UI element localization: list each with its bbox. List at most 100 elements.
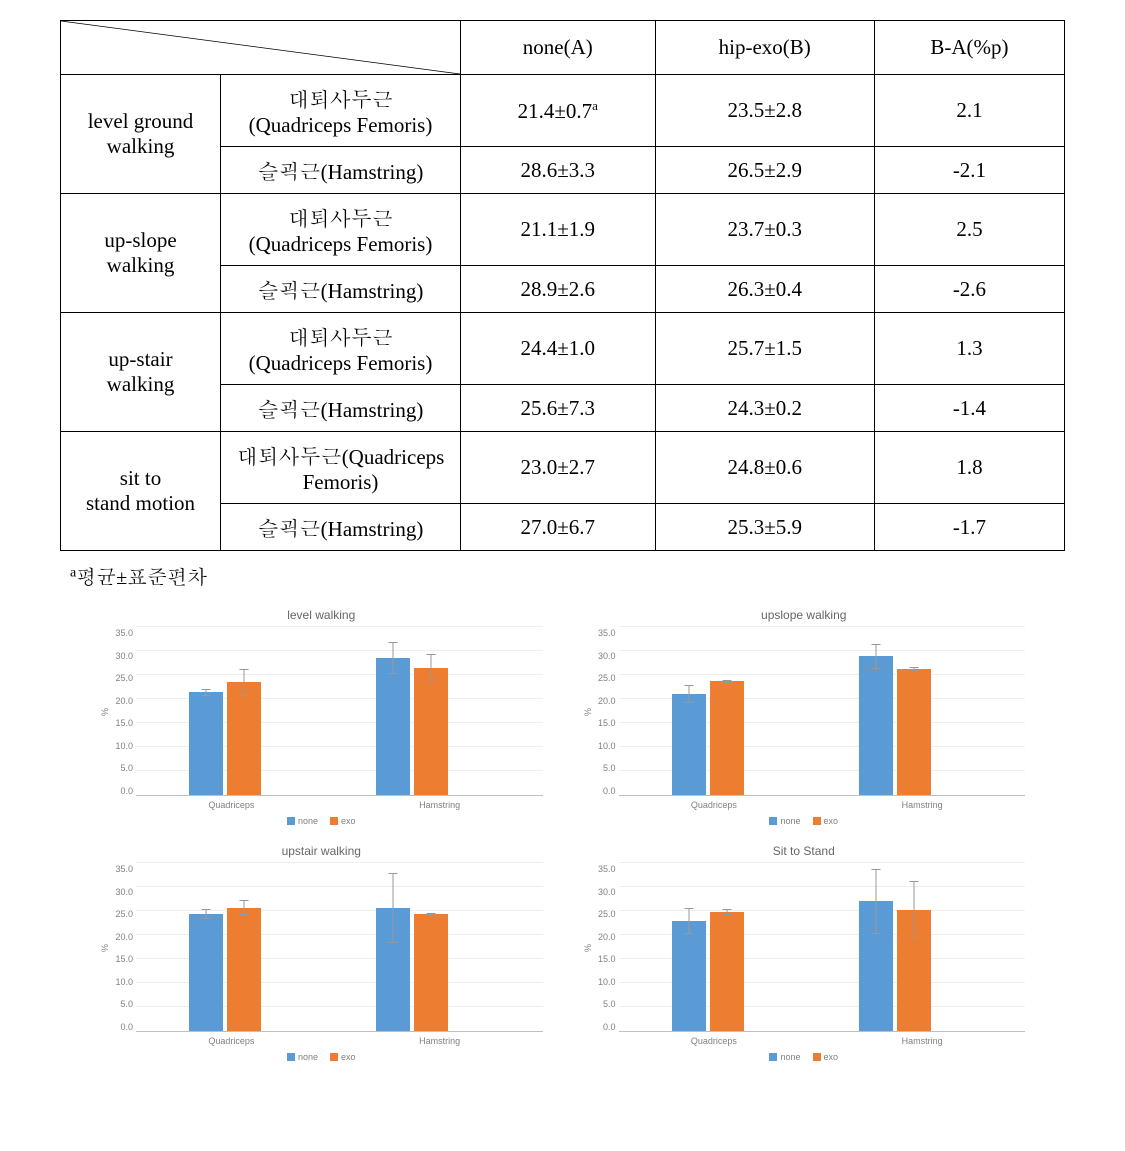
chart-legend: none exo — [287, 816, 356, 826]
grid-line — [619, 886, 1026, 887]
table-row: up-slopewalking대퇴사두근(Quadriceps Femoris)… — [61, 194, 1065, 266]
error-bar — [726, 680, 727, 683]
error-bar — [431, 654, 432, 682]
ytick-label: 5.0 — [112, 999, 133, 1009]
yaxis-ticks: 0.05.010.015.020.025.030.035.0 — [112, 864, 136, 1032]
bar-exo — [414, 914, 448, 1031]
hipexo-cell: 25.7±1.5 — [655, 313, 874, 385]
legend-swatch — [330, 1053, 338, 1061]
bar-group — [672, 681, 744, 795]
legend-item: exo — [330, 1052, 356, 1062]
legend-swatch — [287, 1053, 295, 1061]
ytick-label: 30.0 — [112, 651, 133, 661]
legend-swatch — [769, 817, 777, 825]
grid-line — [136, 674, 543, 675]
bar-none — [189, 914, 223, 1031]
grid-line — [619, 650, 1026, 651]
grid-line — [619, 910, 1026, 911]
chart-box: %0.05.010.015.020.025.030.035.0 — [100, 864, 543, 1032]
xtick-label: Hamstring — [902, 800, 943, 810]
ytick-label: 10.0 — [112, 741, 133, 751]
ytick-label: 35.0 — [595, 628, 616, 638]
diff-cell: -1.4 — [874, 385, 1064, 432]
legend-label: exo — [824, 1052, 839, 1062]
none-cell: 28.6±3.3 — [461, 147, 656, 194]
ytick-label: 15.0 — [112, 718, 133, 728]
none-cell: 24.4±1.0 — [461, 313, 656, 385]
legend-item: none — [287, 1052, 318, 1062]
legend-swatch — [769, 1053, 777, 1061]
ytick-label: 25.0 — [112, 909, 133, 919]
yaxis-ticks: 0.05.010.015.020.025.030.035.0 — [112, 628, 136, 796]
chart-title: level walking — [287, 608, 355, 622]
ytick-label: 10.0 — [112, 977, 133, 987]
grid-line — [619, 674, 1026, 675]
bar-group — [376, 908, 448, 1031]
chart-legend: none exo — [769, 1052, 838, 1062]
bar-none — [859, 656, 893, 795]
ytick-label: 35.0 — [112, 864, 133, 874]
col-header-none: none(A) — [461, 21, 656, 75]
legend-label: exo — [824, 816, 839, 826]
chart-box: %0.05.010.015.020.025.030.035.0 — [583, 628, 1026, 796]
table-diagonal-header — [61, 21, 461, 75]
grid-line — [136, 626, 543, 627]
muscle-cell: 슬괵근(Hamstring) — [221, 385, 461, 432]
muscle-cell: 대퇴사두근(Quadriceps Femoris) — [221, 194, 461, 266]
error-bar — [688, 685, 689, 703]
legend-item: none — [769, 816, 800, 826]
ytick-label: 20.0 — [595, 696, 616, 706]
error-bar — [875, 869, 876, 933]
chart-title: Sit to Stand — [773, 844, 835, 858]
legend-label: none — [298, 816, 318, 826]
bar-none — [376, 658, 410, 795]
chart-plot — [619, 628, 1026, 796]
bar-exo — [227, 908, 261, 1031]
table-row: level groundwalking대퇴사두근(Quadriceps Femo… — [61, 75, 1065, 147]
bar-none — [189, 692, 223, 795]
activity-cell: level groundwalking — [61, 75, 221, 194]
chart-legend: none exo — [769, 816, 838, 826]
xtick-label: Quadriceps — [208, 800, 254, 810]
error-bar — [726, 909, 727, 915]
bar-none — [672, 694, 706, 795]
bar-group — [189, 908, 261, 1031]
hipexo-cell: 23.7±0.3 — [655, 194, 874, 266]
muscle-activity-table: none(A) hip-exo(B) B-A(%p) level groundw… — [60, 20, 1065, 551]
chart-legend: none exo — [287, 1052, 356, 1062]
yaxis-label: % — [583, 628, 593, 796]
ytick-label: 35.0 — [595, 864, 616, 874]
legend-label: none — [780, 1052, 800, 1062]
chart-plot — [136, 864, 543, 1032]
ytick-label: 15.0 — [112, 954, 133, 964]
none-cell: 21.1±1.9 — [461, 194, 656, 266]
ytick-label: 30.0 — [595, 651, 616, 661]
error-bar — [244, 669, 245, 696]
ytick-label: 35.0 — [112, 628, 133, 638]
bar-none — [859, 901, 893, 1031]
grid-line — [136, 886, 543, 887]
ytick-label: 20.0 — [595, 932, 616, 942]
yaxis-ticks: 0.05.010.015.020.025.030.035.0 — [595, 864, 619, 1032]
xtick-label: Quadriceps — [691, 800, 737, 810]
legend-item: exo — [330, 816, 356, 826]
hipexo-cell: 25.3±5.9 — [655, 504, 874, 551]
error-bar — [393, 873, 394, 943]
error-bar — [393, 642, 394, 674]
legend-label: exo — [341, 1052, 356, 1062]
grid-line — [619, 862, 1026, 863]
diff-cell: -2.6 — [874, 266, 1064, 313]
xaxis-labels: QuadricepsHamstring — [583, 1032, 1026, 1048]
legend-item: exo — [813, 816, 839, 826]
grid-line — [619, 626, 1026, 627]
hipexo-cell: 26.5±2.9 — [655, 147, 874, 194]
legend-swatch — [813, 1053, 821, 1061]
error-bar — [875, 644, 876, 669]
diff-cell: 1.8 — [874, 432, 1064, 504]
activity-cell: sit tostand motion — [61, 432, 221, 551]
grid-line — [136, 650, 543, 651]
muscle-cell: 슬괵근(Hamstring) — [221, 504, 461, 551]
bar-group — [376, 658, 448, 795]
bar-group — [859, 656, 931, 795]
muscle-cell: 슬괵근(Hamstring) — [221, 266, 461, 313]
